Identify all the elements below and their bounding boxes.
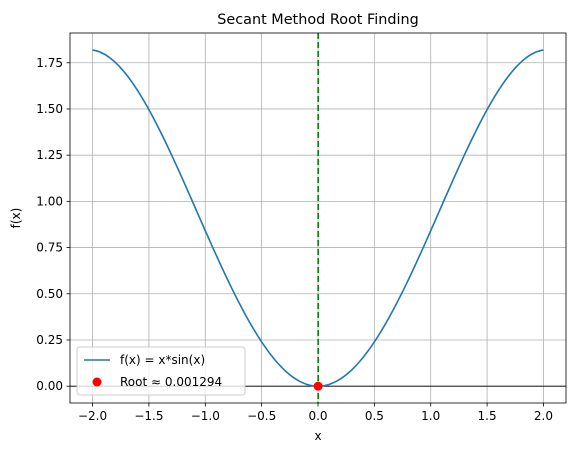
y-tick-label: 0.50	[36, 287, 63, 301]
y-tick-label: 1.50	[36, 102, 63, 116]
x-tick-label: 0.0	[308, 409, 327, 423]
x-tick-label: −1.5	[134, 409, 163, 423]
x-tick-label: 2.0	[534, 409, 553, 423]
x-axis-ticks: −2.0 −1.5 −1.0 −0.5 0.0 0.5 1.0 1.5 2.0	[78, 403, 553, 423]
y-tick-label: 1.25	[36, 148, 63, 162]
y-tick-label: 0.75	[36, 241, 63, 255]
legend-box	[76, 346, 246, 396]
x-tick-label: −2.0	[78, 409, 107, 423]
y-axis-label: f(x)	[9, 208, 23, 229]
y-axis-ticks: 0.00 0.25 0.50 0.75 1.00 1.25 1.50 1.75	[36, 56, 70, 393]
y-tick-label: 1.00	[36, 194, 63, 208]
x-tick-label: −0.5	[247, 409, 276, 423]
x-tick-label: 1.0	[421, 409, 440, 423]
legend: f(x) = x*sin(x) Root ≈ 0.001294	[76, 346, 246, 396]
x-tick-label: 0.5	[365, 409, 384, 423]
y-tick-label: 1.75	[36, 56, 63, 70]
legend-label-fx: f(x) = x*sin(x)	[120, 353, 205, 367]
x-tick-label: 1.5	[478, 409, 497, 423]
x-axis-label: x	[314, 429, 321, 443]
legend-label-root: Root ≈ 0.001294	[120, 375, 222, 389]
y-tick-label: 0.25	[36, 333, 63, 347]
y-tick-label: 0.00	[36, 379, 63, 393]
root-point	[313, 381, 323, 391]
legend-point-swatch	[92, 377, 102, 387]
chart-title: Secant Method Root Finding	[217, 12, 419, 28]
x-tick-label: −1.0	[191, 409, 220, 423]
